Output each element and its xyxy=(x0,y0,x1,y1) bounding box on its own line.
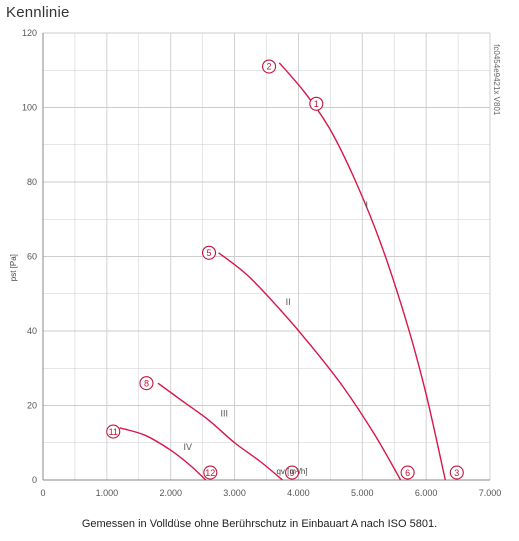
marker-circle xyxy=(284,465,300,480)
marker-circle xyxy=(449,465,464,480)
operating-point-marker: 1 xyxy=(309,96,324,111)
marker-circle xyxy=(309,96,324,111)
operating-point-marker: 12 xyxy=(203,465,218,480)
x-tick-label: 5.000 xyxy=(351,488,374,498)
x-tick-label: 0 xyxy=(40,488,45,498)
x-axis-label: qv [m³/h] xyxy=(276,467,307,476)
marker-number: 8 xyxy=(144,378,149,388)
axes xyxy=(42,33,490,481)
series-line-III xyxy=(157,382,283,481)
operating-point-marker: 8 xyxy=(139,376,154,391)
grid-lines xyxy=(42,32,491,481)
x-tick-label: 6.000 xyxy=(415,488,438,498)
marker-circle xyxy=(139,376,154,391)
operating-point-marker: 9 xyxy=(284,465,300,480)
marker-number: 5 xyxy=(207,248,212,258)
x-tick-label: 2.000 xyxy=(159,488,182,498)
operating-point-marker: 11 xyxy=(106,424,121,439)
y-tick-label: 20 xyxy=(27,401,37,411)
x-tick-label: 7.000 xyxy=(479,488,502,498)
marker-circle xyxy=(262,59,277,74)
x-tick-label: 3.000 xyxy=(223,488,246,498)
marker-number: 1 xyxy=(314,99,319,109)
y-tick-label: 40 xyxy=(27,326,37,336)
marker-circle xyxy=(203,465,218,480)
y-tick-label: 60 xyxy=(27,252,37,262)
x-tick-label: 1.000 xyxy=(96,488,119,498)
series-line-I xyxy=(278,62,446,481)
chart-heading: Kennlinie xyxy=(6,4,70,21)
y-axis-label: pst [Pa] xyxy=(9,254,18,281)
y-tick-label: 120 xyxy=(22,28,37,38)
marker-circle xyxy=(400,465,415,480)
marker-number: 12 xyxy=(205,468,215,478)
side-code-label: fc0454e9421x V801 xyxy=(492,44,501,116)
series-label: II xyxy=(286,297,291,307)
marker-number: 9 xyxy=(290,468,295,478)
marker-number: 11 xyxy=(109,427,118,437)
tick-labels: 0 1.000 2.000 3.000 4.000 5.000 6.000 7.000 0 20 4… xyxy=(22,28,501,498)
operating-point-marker: 6 xyxy=(400,465,415,480)
y-tick-label: 80 xyxy=(27,177,37,187)
chart-caption: Gemessen in Volldüse ohne Berührschutz i… xyxy=(81,518,438,530)
marker-number: 2 xyxy=(267,62,272,72)
operating-point-marker: 2 xyxy=(262,59,277,74)
marker-circle xyxy=(201,245,217,260)
marker-circle xyxy=(106,424,121,439)
operating-point-marker: 5 xyxy=(201,245,217,260)
series-label: I xyxy=(365,200,368,210)
series-label: III xyxy=(221,409,229,419)
y-tick-label: 0 xyxy=(32,475,37,485)
y-tick-label: 100 xyxy=(22,103,37,113)
marker-number: 3 xyxy=(454,468,459,478)
series-label: IV xyxy=(183,442,192,452)
series-line-IV xyxy=(119,427,207,481)
x-tick-label: 4.000 xyxy=(287,488,310,498)
operating-point-marker: 3 xyxy=(449,465,464,480)
series-lines xyxy=(119,62,446,481)
series-line-II xyxy=(218,252,402,481)
marker-number: 6 xyxy=(405,468,410,478)
